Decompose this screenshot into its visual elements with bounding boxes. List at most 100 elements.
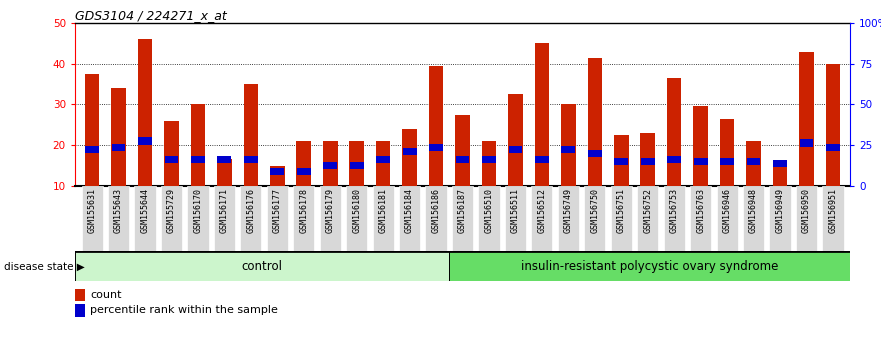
Text: GSM156181: GSM156181 xyxy=(379,188,388,233)
Bar xyxy=(270,166,285,186)
Bar xyxy=(75,304,85,317)
Text: GSM156763: GSM156763 xyxy=(696,188,705,233)
Bar xyxy=(508,145,522,153)
Text: GSM155644: GSM155644 xyxy=(140,188,150,233)
Bar xyxy=(637,186,658,251)
Text: GSM156510: GSM156510 xyxy=(485,188,493,233)
Bar xyxy=(376,141,390,186)
Bar xyxy=(429,66,443,186)
Text: GSM156177: GSM156177 xyxy=(273,188,282,233)
Bar xyxy=(693,107,708,186)
Bar xyxy=(799,51,814,186)
Text: GSM156749: GSM156749 xyxy=(564,188,573,233)
Text: GDS3104 / 224271_x_at: GDS3104 / 224271_x_at xyxy=(75,9,226,22)
Bar xyxy=(558,186,579,251)
Text: GSM156187: GSM156187 xyxy=(458,188,467,233)
Text: GSM156753: GSM156753 xyxy=(670,188,678,233)
Bar xyxy=(350,162,364,169)
Bar xyxy=(137,39,152,186)
Bar xyxy=(82,186,103,251)
Bar xyxy=(108,186,130,251)
Bar xyxy=(482,141,496,186)
Bar xyxy=(584,186,605,251)
Bar xyxy=(825,64,840,186)
Text: GSM156184: GSM156184 xyxy=(405,188,414,233)
Bar xyxy=(270,168,285,175)
Bar xyxy=(403,129,417,186)
Text: GSM156179: GSM156179 xyxy=(326,188,335,233)
Bar xyxy=(611,186,632,251)
Bar xyxy=(403,148,417,155)
Text: GSM156950: GSM156950 xyxy=(802,188,811,233)
Bar xyxy=(743,186,764,251)
Text: GSM156512: GSM156512 xyxy=(537,188,546,233)
Bar xyxy=(350,141,364,186)
Bar xyxy=(85,145,99,153)
Text: GSM156171: GSM156171 xyxy=(220,188,229,233)
Bar xyxy=(164,121,179,186)
Bar xyxy=(535,44,549,186)
Bar xyxy=(535,156,549,163)
Bar xyxy=(455,156,470,163)
Bar xyxy=(508,94,522,186)
Bar xyxy=(640,133,655,186)
Bar xyxy=(720,158,734,165)
Bar xyxy=(588,58,602,186)
Bar xyxy=(376,156,390,163)
Bar xyxy=(561,104,575,186)
Bar xyxy=(800,139,813,147)
Bar xyxy=(747,158,760,165)
Bar xyxy=(614,135,628,186)
Bar xyxy=(746,141,761,186)
Text: GSM156180: GSM156180 xyxy=(352,188,361,233)
Bar xyxy=(241,186,262,251)
Bar xyxy=(614,158,628,165)
Text: GSM156178: GSM156178 xyxy=(300,188,308,233)
Text: GSM156951: GSM156951 xyxy=(828,188,838,233)
Bar xyxy=(267,186,288,251)
Bar xyxy=(188,186,209,251)
Bar xyxy=(218,156,232,163)
Text: GSM156948: GSM156948 xyxy=(749,188,758,233)
Bar xyxy=(455,115,470,186)
Bar xyxy=(663,186,685,251)
Bar xyxy=(774,160,787,167)
Text: GSM156949: GSM156949 xyxy=(775,188,785,233)
Text: control: control xyxy=(241,260,283,273)
Bar xyxy=(190,104,205,186)
Text: GSM156750: GSM156750 xyxy=(590,188,599,233)
Bar xyxy=(531,186,552,251)
Bar xyxy=(320,186,341,251)
Text: percentile rank within the sample: percentile rank within the sample xyxy=(91,306,278,315)
Bar xyxy=(769,186,790,251)
Bar xyxy=(822,186,843,251)
Text: GSM156751: GSM156751 xyxy=(617,188,626,233)
Bar xyxy=(112,143,125,151)
Text: GSM155729: GSM155729 xyxy=(167,188,176,233)
Bar xyxy=(640,158,655,165)
Text: count: count xyxy=(91,290,122,300)
Bar xyxy=(373,186,394,251)
Bar xyxy=(191,156,205,163)
Text: GSM156170: GSM156170 xyxy=(194,188,203,233)
Bar xyxy=(297,168,311,175)
Bar xyxy=(165,156,178,163)
Bar xyxy=(478,186,500,251)
Text: GSM156511: GSM156511 xyxy=(511,188,520,233)
Bar xyxy=(449,251,850,281)
Bar xyxy=(796,186,817,251)
Bar xyxy=(323,141,337,186)
Bar xyxy=(297,141,311,186)
Text: disease state ▶: disease state ▶ xyxy=(4,261,85,272)
Bar xyxy=(720,119,735,186)
Text: insulin-resistant polycystic ovary syndrome: insulin-resistant polycystic ovary syndr… xyxy=(521,260,778,273)
Bar xyxy=(346,186,367,251)
Bar xyxy=(482,156,496,163)
Text: GSM156186: GSM156186 xyxy=(432,188,440,233)
Bar xyxy=(561,145,575,153)
Bar xyxy=(75,289,85,301)
Text: GSM155643: GSM155643 xyxy=(114,188,123,233)
Bar xyxy=(217,159,232,186)
Bar xyxy=(588,150,602,157)
Bar xyxy=(75,251,449,281)
